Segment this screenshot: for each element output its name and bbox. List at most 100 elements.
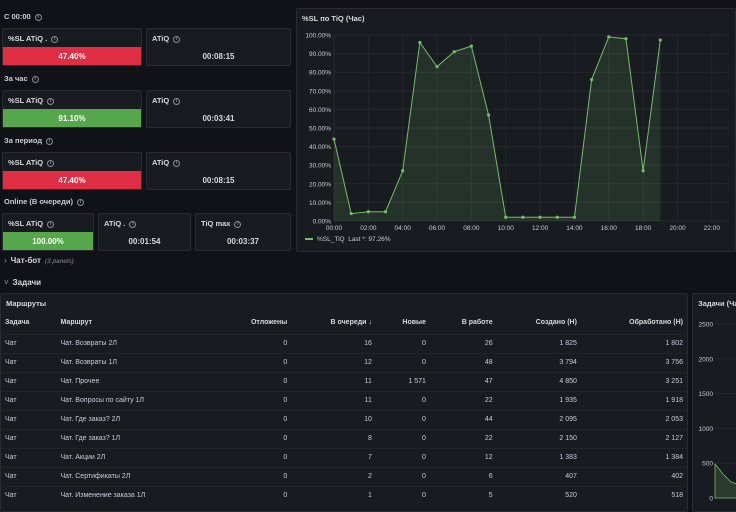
tasks-chart-panel[interactable]: Задачи (Ча 2500 2000 1500 1000 500 0 [692, 293, 736, 512]
info-icon[interactable]: i [47, 220, 55, 228]
section-online: Online (В очереди) i [4, 197, 84, 206]
table-cell: 6 [429, 466, 497, 486]
stat-panel-online-tiqmax[interactable]: TiQ max i 00:03:37 [195, 213, 291, 251]
chart-legend[interactable]: %SL_TiQ Last *: 97.26% [305, 236, 390, 243]
table-cell: 2 095 [496, 409, 581, 429]
table-cell: 0 [375, 352, 430, 372]
column-header[interactable]: Обработано (Н) [629, 319, 683, 327]
data-point [641, 169, 645, 173]
column-header[interactable]: Новые [402, 319, 426, 327]
row-chatbot[interactable]: › Чат-бот (3 panels) [4, 256, 74, 265]
table-cell: 12 [291, 352, 376, 372]
y-tick-label: 70.00% [309, 88, 331, 95]
stat-panel-midnight-sl[interactable]: %SL ATiQ .i 47.40% [2, 28, 142, 66]
y-tick-label: 30.00% [309, 163, 331, 170]
table-cell: 11 [291, 390, 376, 410]
table-cell: 1 918 [580, 390, 687, 410]
column-header[interactable]: Маршрут [60, 319, 93, 327]
column-header[interactable]: Отложены [250, 319, 288, 327]
table-cell: Чат [1, 390, 57, 410]
y-tick-label: 0.00% [313, 219, 332, 226]
stat-value: 100.00% [3, 232, 93, 250]
table-cell: Чат [1, 466, 57, 486]
table-cell: Чат. Акции 2Л [56, 447, 216, 467]
data-point [572, 215, 577, 219]
data-point [452, 50, 456, 54]
stat-panel-period-atiq[interactable]: ATiQ i 00:08:15 [146, 152, 291, 190]
info-icon[interactable]: i [173, 159, 181, 167]
stat-panel-hour-sl[interactable]: %SL ATiQ i 91.10% [2, 90, 142, 128]
info-icon[interactable]: i [76, 198, 84, 206]
column-header[interactable]: Создано (Н) [535, 319, 577, 327]
y-tick-label: 10.00% [309, 200, 331, 207]
data-point [607, 35, 611, 39]
stat-value: 47.40% [3, 47, 141, 65]
series-line [333, 36, 661, 218]
info-icon[interactable]: i [173, 97, 181, 105]
table-row: Чат Чат. Сертификаты 2Л 0 2 0 6 407 402 [1, 466, 687, 486]
table-cell: 0 [215, 371, 292, 391]
routes-panel[interactable]: Маршруты Задача Маршрут Отложены В очереди … [0, 293, 688, 512]
y-tick-label: 2000 [699, 356, 714, 363]
data-point [383, 210, 388, 214]
info-icon[interactable]: i [173, 35, 181, 43]
stat-panel-online-sl[interactable]: %SL ATiQ i 100.00% [2, 213, 94, 251]
table-row: Чат Чат. Вопросы по сайту 1Л 0 11 0 22 1 935 1 … [1, 390, 687, 410]
table-cell: 1 571 [375, 371, 430, 391]
table-cell: 3 251 [580, 371, 687, 391]
info-icon[interactable]: i [46, 137, 54, 145]
table-cell: 2 127 [580, 428, 687, 448]
data-point [624, 37, 628, 41]
data-point [538, 215, 542, 219]
table-row: Чат Чат. Возвраты 1Л 0 12 0 48 3 794 3 756 [1, 352, 687, 372]
info-icon[interactable]: i [31, 75, 39, 83]
info-icon[interactable]: i [234, 220, 242, 228]
table-cell: Чат [1, 352, 57, 372]
x-tick-label: 14:00 [566, 225, 583, 232]
table-cell: 0 [215, 447, 292, 467]
row-tasks[interactable]: ˅ Задачи [4, 278, 42, 287]
column-header[interactable]: Задача [5, 319, 30, 327]
stat-value: 00:08:15 [202, 51, 235, 61]
column-header[interactable]: В очереди ↓ [330, 319, 372, 327]
table-cell: 407 [496, 466, 581, 486]
y-tick-label: 60.00% [309, 107, 331, 114]
series-area [334, 36, 661, 221]
info-icon[interactable]: i [47, 97, 55, 105]
x-tick-label: 06:00 [429, 225, 446, 232]
table-cell: 10 [291, 409, 376, 429]
table-cell: 0 [215, 466, 292, 486]
table-cell: 0 [215, 352, 292, 372]
column-header[interactable]: В работе [461, 319, 493, 327]
y-tick-label: 500 [702, 461, 713, 468]
data-point [486, 113, 491, 117]
stat-panel-online-atiq[interactable]: ATiQ .i 00:01:54 [98, 213, 191, 251]
table-cell: 48 [429, 352, 497, 372]
table-cell: Чат. Возвраты 1Л [56, 352, 216, 372]
table-cell: 22 [429, 390, 497, 410]
table-row: Чат Чат. Где заказ? 1Л 0 8 0 22 2 150 2 127 [1, 428, 687, 448]
table-cell: 1 935 [496, 390, 581, 410]
table-cell: Чат. Вопросы по сайту 1Л [56, 390, 216, 410]
table-cell: 0 [215, 390, 292, 410]
info-icon[interactable]: i [51, 35, 59, 43]
stat-panel-hour-atiq[interactable]: ATiQ i 00:03:41 [146, 90, 291, 128]
data-point [658, 38, 662, 42]
table-cell: Чат [1, 485, 57, 505]
x-tick-label: 18:00 [635, 225, 652, 232]
table-cell: Чат. Изменение заказа 1Л [56, 485, 216, 505]
stat-value: 00:03:41 [202, 113, 235, 123]
table-cell: 518 [580, 485, 687, 505]
x-tick-label: 08:00 [463, 225, 480, 232]
table-cell: 1 383 [496, 447, 581, 467]
table-cell: 1 825 [496, 333, 581, 353]
info-icon[interactable]: i [34, 13, 42, 21]
stat-panel-midnight-atiq[interactable]: ATiQ i 00:08:15 [146, 28, 291, 66]
table-cell: 8 [291, 428, 376, 448]
stat-panel-period-sl[interactable]: %SL ATiQ i 47.40% [2, 152, 142, 190]
sl-chart-panel[interactable]: %SL по TiQ (Час) 0.00% 10.00% 20.00% 30.00%… [296, 8, 736, 252]
table-row: Чат Чат. Где заказ? 2Л 0 10 0 44 2 095 2 053 [1, 409, 687, 429]
table-cell: 44 [429, 409, 497, 429]
info-icon[interactable]: i [47, 159, 55, 167]
info-icon[interactable]: i [129, 220, 137, 228]
